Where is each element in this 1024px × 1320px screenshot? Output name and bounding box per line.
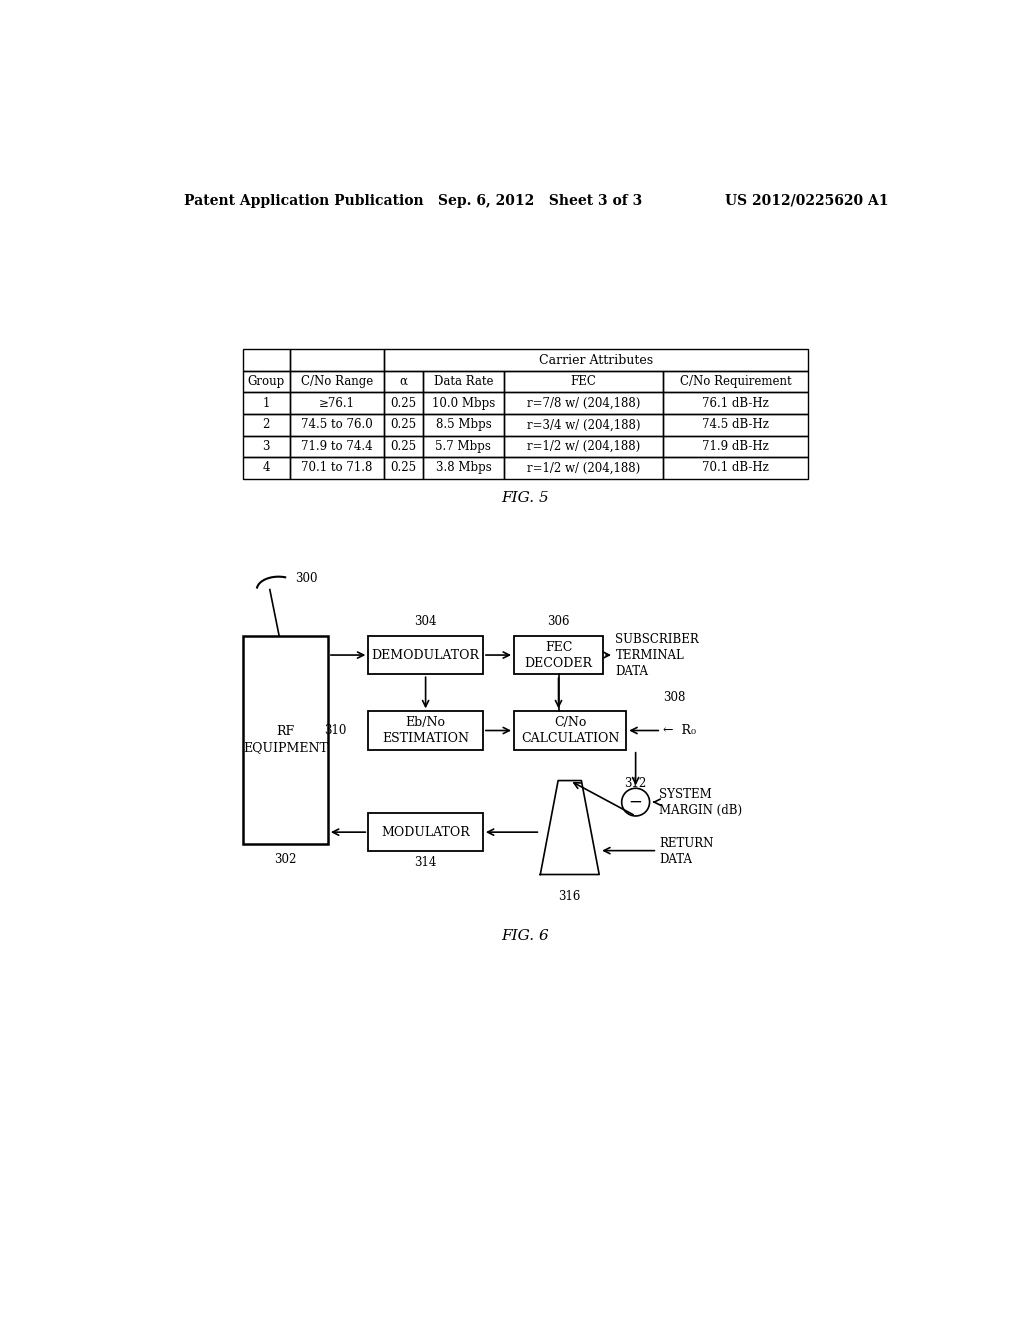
Bar [423, 392, 504, 414]
Bar [663, 414, 809, 436]
Text: 3: 3 [262, 440, 270, 453]
Text: 5.7 Mbps: 5.7 Mbps [435, 440, 492, 453]
Bar [243, 414, 290, 436]
Bar [504, 436, 663, 457]
Bar [290, 350, 384, 371]
Bar [290, 436, 384, 457]
Text: FIG. 5: FIG. 5 [502, 491, 550, 506]
Bar [243, 350, 290, 371]
Text: 0.25: 0.25 [390, 418, 417, 432]
Text: SYSTEM
MARGIN (dB): SYSTEM MARGIN (dB) [658, 788, 742, 817]
Bar [369, 711, 483, 750]
Text: 306: 306 [547, 615, 569, 628]
Bar [663, 436, 809, 457]
Text: 312: 312 [625, 777, 647, 791]
Bar [243, 636, 328, 843]
Bar [384, 457, 423, 479]
Bar [290, 414, 384, 436]
Bar [369, 813, 483, 851]
Text: r=1/2 w/ (204,188): r=1/2 w/ (204,188) [526, 462, 640, 474]
Text: r=1/2 w/ (204,188): r=1/2 w/ (204,188) [526, 440, 640, 453]
Text: 2: 2 [262, 418, 270, 432]
Bar [243, 436, 290, 457]
Bar [504, 392, 663, 414]
Bar [663, 457, 809, 479]
Bar [663, 392, 809, 414]
Bar [384, 414, 423, 436]
Bar [243, 457, 290, 479]
Bar [290, 371, 384, 392]
Text: r=3/4 w/ (204,188): r=3/4 w/ (204,188) [526, 418, 640, 432]
Bar [243, 392, 290, 414]
Text: 314: 314 [415, 855, 437, 869]
Text: 76.1 dB-Hz: 76.1 dB-Hz [702, 397, 769, 409]
Text: α: α [399, 375, 408, 388]
Bar [504, 371, 663, 392]
Text: RETURN
DATA: RETURN DATA [658, 837, 714, 866]
Text: Patent Application Publication: Patent Application Publication [183, 194, 424, 207]
Text: Data Rate: Data Rate [434, 375, 494, 388]
Text: Carrier Attributes: Carrier Attributes [540, 354, 653, 367]
Text: 71.9 dB-Hz: 71.9 dB-Hz [702, 440, 769, 453]
Bar [423, 436, 504, 457]
Bar [423, 371, 504, 392]
Text: MODULATOR: MODULATOR [381, 825, 470, 838]
Bar [369, 636, 483, 675]
Text: 302: 302 [274, 853, 297, 866]
Text: Sep. 6, 2012   Sheet 3 of 3: Sep. 6, 2012 Sheet 3 of 3 [438, 194, 642, 207]
Text: US 2012/0225620 A1: US 2012/0225620 A1 [725, 194, 888, 207]
Bar [514, 636, 603, 675]
Text: ←  R₀: ← R₀ [663, 723, 695, 737]
Bar [384, 371, 423, 392]
Text: 74.5 dB-Hz: 74.5 dB-Hz [702, 418, 769, 432]
Text: 300: 300 [295, 572, 317, 585]
Text: C/No Range: C/No Range [301, 375, 373, 388]
Bar [663, 371, 809, 392]
Text: RF
EQUIPMENT: RF EQUIPMENT [243, 725, 328, 754]
Text: 10.0 Mbps: 10.0 Mbps [432, 397, 495, 409]
Text: 74.5 to 76.0: 74.5 to 76.0 [301, 418, 373, 432]
Text: 70.1 to 71.8: 70.1 to 71.8 [301, 462, 373, 474]
Text: FEC
DECODER: FEC DECODER [524, 640, 593, 669]
Text: FEC: FEC [570, 375, 596, 388]
Text: Eb/No
ESTIMATION: Eb/No ESTIMATION [382, 715, 469, 744]
Bar [290, 392, 384, 414]
Circle shape [622, 788, 649, 816]
Text: ≥76.1: ≥76.1 [319, 397, 355, 409]
Text: 3.8 Mbps: 3.8 Mbps [435, 462, 492, 474]
Text: 308: 308 [663, 690, 685, 704]
Text: FIG. 6: FIG. 6 [501, 929, 549, 942]
Bar [504, 457, 663, 479]
Text: 4: 4 [262, 462, 270, 474]
Bar [423, 414, 504, 436]
Bar [243, 371, 290, 392]
Text: 304: 304 [415, 615, 437, 628]
Bar [423, 457, 504, 479]
Bar [290, 457, 384, 479]
Text: 70.1 dB-Hz: 70.1 dB-Hz [702, 462, 769, 474]
Polygon shape [541, 780, 599, 875]
Text: C/No
CALCULATION: C/No CALCULATION [521, 715, 620, 744]
Text: 316: 316 [558, 890, 581, 903]
Text: SUBSCRIBER
TERMINAL
DATA: SUBSCRIBER TERMINAL DATA [615, 632, 699, 677]
Bar [384, 350, 809, 371]
Bar [514, 711, 627, 750]
Text: r=7/8 w/ (204,188): r=7/8 w/ (204,188) [526, 397, 640, 409]
Text: 71.9 to 74.4: 71.9 to 74.4 [301, 440, 373, 453]
Text: −: − [629, 793, 643, 810]
Text: 1: 1 [262, 397, 270, 409]
Bar [504, 414, 663, 436]
Text: DEMODULATOR: DEMODULATOR [372, 648, 479, 661]
Text: Group: Group [248, 375, 285, 388]
Text: 0.25: 0.25 [390, 440, 417, 453]
Text: 310: 310 [325, 723, 346, 737]
Bar [384, 392, 423, 414]
Text: 0.25: 0.25 [390, 462, 417, 474]
Text: 0.25: 0.25 [390, 397, 417, 409]
Text: C/No Requirement: C/No Requirement [680, 375, 792, 388]
Bar [384, 436, 423, 457]
Text: 8.5 Mbps: 8.5 Mbps [435, 418, 492, 432]
